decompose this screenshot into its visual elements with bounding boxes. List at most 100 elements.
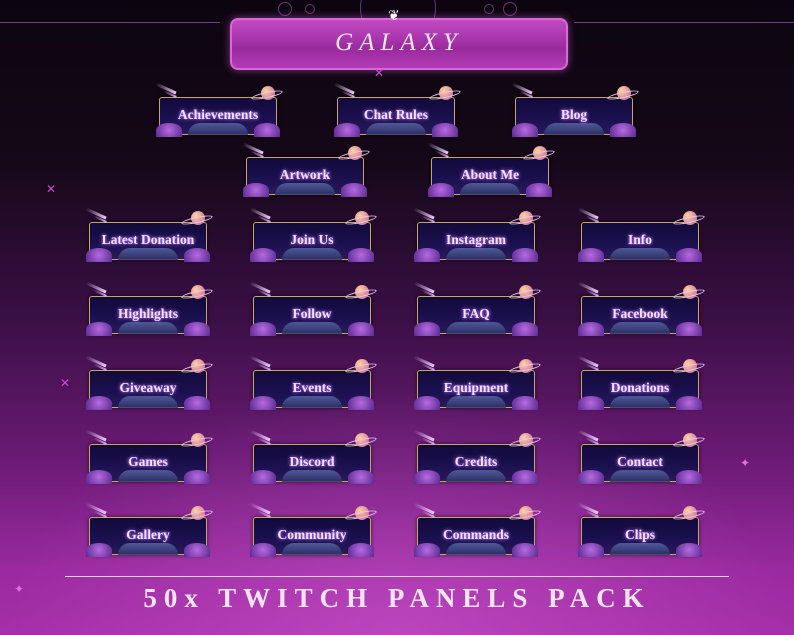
sparkle-icon: ✕ (60, 376, 71, 390)
decor-line (574, 22, 794, 23)
panel-label: Achievements (177, 107, 259, 122)
planet-icon (519, 506, 533, 520)
plant-icon (578, 396, 604, 410)
earth-icon (118, 322, 178, 334)
plant-icon (526, 183, 552, 197)
earth-icon (610, 322, 670, 334)
panel-label: Instagram (446, 232, 506, 247)
panel-clips: Clips (577, 502, 706, 557)
plant-icon (578, 248, 604, 262)
panel-contact: Contact (577, 429, 706, 484)
panel-label: Games (128, 454, 168, 469)
earth-icon (282, 248, 342, 260)
panel-commands: Commands (413, 502, 542, 557)
planet-icon (191, 211, 205, 225)
earth-icon (366, 123, 426, 135)
panel-label: Commands (442, 527, 509, 542)
plant-icon (243, 183, 269, 197)
decor-ring (305, 4, 315, 14)
panel-follow: Follow (249, 281, 378, 336)
earth-icon (118, 543, 178, 555)
panel-games: Games (85, 429, 214, 484)
sparkle-icon: ✕ (374, 66, 385, 80)
panel-label: Highlights (117, 306, 179, 321)
plant-icon (334, 123, 360, 137)
panel-highlights: Highlights (85, 281, 214, 336)
panel-label: Giveaway (119, 380, 177, 395)
plant-icon (348, 470, 374, 484)
panel-label: Follow (292, 306, 332, 321)
panel-label: Equipment (443, 380, 509, 395)
panel-instagram: Instagram (413, 207, 542, 262)
planet-icon (348, 146, 362, 160)
plant-icon (512, 123, 538, 137)
plant-icon (512, 470, 538, 484)
panel-events: Events (249, 355, 378, 410)
plant-icon (184, 248, 210, 262)
planet-icon (191, 433, 205, 447)
plant-icon (512, 396, 538, 410)
plant-icon (184, 322, 210, 336)
plant-icon (428, 183, 454, 197)
panel-about-me: About Me (427, 142, 556, 197)
panel-equipment: Equipment (413, 355, 542, 410)
planet-icon (191, 506, 205, 520)
plant-icon (254, 123, 280, 137)
plant-icon (184, 543, 210, 557)
panel-label: Blog (560, 107, 588, 122)
earth-icon (282, 543, 342, 555)
plant-icon (676, 248, 702, 262)
plant-icon (414, 248, 440, 262)
panel-giveaway: Giveaway (85, 355, 214, 410)
decor-ring (278, 2, 292, 16)
plant-icon (86, 543, 112, 557)
earth-icon (446, 470, 506, 482)
plant-icon (86, 396, 112, 410)
plant-icon (86, 470, 112, 484)
panel-label: Community (277, 527, 347, 542)
earth-icon (446, 322, 506, 334)
panel-label: Latest Donation (101, 232, 195, 247)
earth-icon (118, 470, 178, 482)
plant-icon (250, 543, 276, 557)
panel-label: Discord (289, 454, 335, 469)
plant-icon (184, 470, 210, 484)
plant-icon (348, 322, 374, 336)
earth-icon (446, 543, 506, 555)
earth-icon (282, 470, 342, 482)
earth-icon (610, 543, 670, 555)
panel-label: FAQ (462, 306, 490, 321)
background-glow (0, 380, 794, 635)
panel-donations: Donations (577, 355, 706, 410)
plant-icon (156, 123, 182, 137)
plant-icon (676, 322, 702, 336)
footer-title: 50x TWITCH PANELS PACK (143, 583, 651, 613)
earth-icon (118, 396, 178, 408)
plant-icon (414, 322, 440, 336)
panel-label: Gallery (126, 527, 170, 542)
plant-icon (341, 183, 367, 197)
plant-icon (578, 543, 604, 557)
plant-icon (512, 543, 538, 557)
sparkle-icon: ✕ (46, 182, 57, 196)
earth-icon (610, 470, 670, 482)
panel-latest-donation: Latest Donation (85, 207, 214, 262)
plant-icon (348, 543, 374, 557)
earth-icon (282, 396, 342, 408)
planet-icon (261, 86, 275, 100)
planet-icon (519, 359, 533, 373)
plant-icon (578, 322, 604, 336)
panel-artwork: Artwork (242, 142, 371, 197)
plant-icon (250, 248, 276, 262)
planet-icon (191, 359, 205, 373)
plant-icon (578, 470, 604, 484)
planet-icon (519, 211, 533, 225)
plant-icon (184, 396, 210, 410)
planet-icon (355, 506, 369, 520)
planet-icon (439, 86, 453, 100)
planet-icon (355, 359, 369, 373)
plant-icon (250, 322, 276, 336)
page-title: GALAXY (335, 29, 463, 56)
panel-label: Chat Rules (363, 107, 429, 122)
plant-icon (676, 543, 702, 557)
